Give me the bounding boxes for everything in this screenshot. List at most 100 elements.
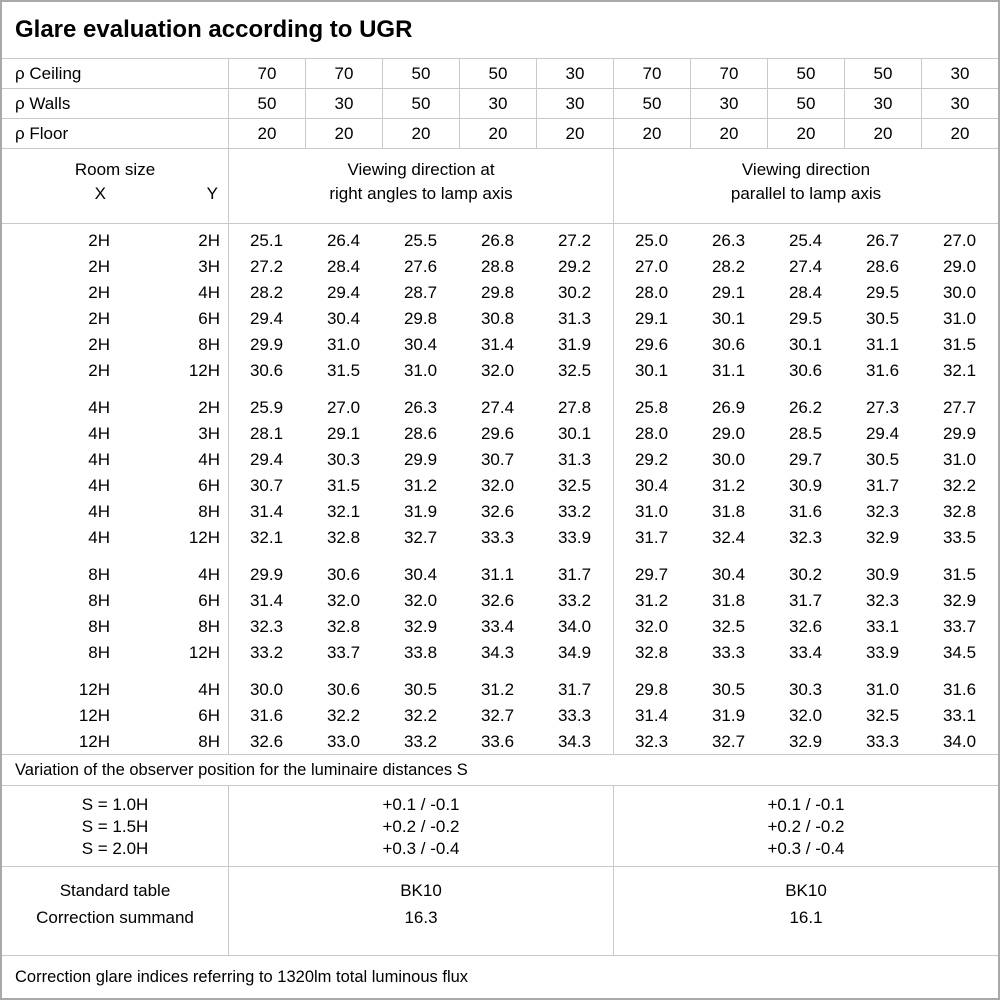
ugr-value: 28.0 (634, 424, 669, 443)
standard-value: BK10 (400, 881, 442, 900)
ugr-value: 31.2 (711, 476, 746, 495)
reflectance-value: 50 (228, 89, 305, 118)
reflectance-value: 30 (921, 89, 998, 118)
ugr-row: 12H 8H 32.6 33.0 33.2 33.6 34.3 32.3 32.7 32.9 33.… (2, 729, 998, 755)
room-size-x: 12H (78, 732, 110, 751)
ugr-value: 28.7 (403, 283, 438, 302)
reflectance-row: ρ Floor 20 20 20 20 20 20 20 20 20 20 (2, 119, 998, 149)
ugr-value: 32.3 (249, 617, 284, 636)
room-size-pair: 2H 4H (2, 283, 228, 303)
ugr-value: 30.4 (403, 335, 438, 354)
ugr-value: 29.9 (249, 335, 284, 354)
ugr-value: 30.6 (788, 361, 823, 380)
room-size-y: 3H (198, 257, 220, 276)
room-size-y: 2H (198, 231, 220, 250)
ugr-value: 31.7 (865, 476, 900, 495)
ugr-value: 30.9 (865, 565, 900, 584)
ugr-value: 32.0 (403, 591, 438, 610)
ugr-value: 32.2 (326, 706, 361, 725)
room-size-y: 8H (198, 617, 220, 636)
room-size-x: 8H (88, 591, 110, 610)
room-size-y: 3H (198, 424, 220, 443)
reflectance-value: 30 (536, 59, 613, 88)
ugr-value: 27.4 (480, 398, 515, 417)
ugr-value: 26.4 (326, 231, 361, 250)
ugr-value: 33.1 (865, 617, 900, 636)
ugr-value: 30.4 (634, 476, 669, 495)
room-size-x: 8H (88, 617, 110, 636)
room-size-pair: 12H 6H (2, 706, 228, 726)
room-size-pair: 12H 8H (2, 732, 228, 752)
footer-note: Correction glare indices referring to 13… (15, 967, 469, 986)
column-group-header: Room size X Y Viewing direction at right… (2, 149, 998, 224)
ugr-value: 34.3 (557, 732, 592, 751)
ugr-value: 29.1 (634, 309, 669, 328)
reflectance-value: 20 (459, 119, 536, 148)
standard-value: 16.3 (404, 908, 438, 927)
ugr-row: 4H 3H 28.1 29.1 28.6 29.6 30.1 28.0 29.0 28.5 29.4… (2, 421, 998, 447)
room-size-pair: 2H 12H (2, 361, 228, 381)
ugr-value: 32.8 (326, 617, 361, 636)
standard-values-right-angles: BK10 16.3 (228, 867, 613, 955)
ugr-value: 30.4 (326, 309, 361, 328)
room-size-label: Room size (74, 160, 156, 179)
ugr-value: 32.3 (634, 732, 669, 751)
ugr-value: 31.7 (557, 565, 592, 584)
variation-note: Variation of the observer position for t… (15, 760, 468, 779)
ugr-value: 34.3 (480, 643, 515, 662)
ugr-value: 32.7 (480, 706, 515, 725)
room-size-x: 4H (88, 502, 110, 521)
ugr-value: 29.7 (788, 450, 823, 469)
ugr-value: 34.5 (942, 643, 977, 662)
room-size-x: 8H (88, 643, 110, 662)
ugr-row: 8H 12H 33.2 33.7 33.8 34.3 34.9 32.8 33.3 33.4 33.… (2, 640, 998, 666)
ugr-value: 33.9 (865, 643, 900, 662)
ugr-value: 29.0 (711, 424, 746, 443)
ugr-value: 27.0 (942, 231, 977, 250)
ugr-value: 32.0 (634, 617, 669, 636)
ugr-row: 8H 6H 31.4 32.0 32.0 32.6 33.2 31.2 31.8 31.7 32.3… (2, 588, 998, 614)
ugr-value: 30.0 (249, 680, 284, 699)
reflectance-value: 30 (305, 89, 382, 118)
spacing-values-right-angles: +0.1 / -0.1 +0.2 / -0.2 +0.3 / -0.4 (228, 786, 613, 866)
ugr-value: 33.7 (942, 617, 977, 636)
room-size-pair: 4H 12H (2, 528, 228, 548)
room-size-y: 8H (198, 732, 220, 751)
room-size-y: 6H (198, 476, 220, 495)
ugr-row: 2H 8H 29.9 31.0 30.4 31.4 31.9 29.6 30.6 30.1 31.1… (2, 332, 998, 358)
ugr-value: 30.9 (788, 476, 823, 495)
room-size-pair: 2H 8H (2, 335, 228, 355)
reflectance-value: 20 (613, 119, 690, 148)
ugr-value: 29.2 (634, 450, 669, 469)
ugr-value: 32.0 (326, 591, 361, 610)
ugr-value: 30.0 (942, 283, 977, 302)
ugr-value: 33.0 (326, 732, 361, 751)
ugr-value: 29.1 (711, 283, 746, 302)
ugr-row: 4H 6H 30.7 31.5 31.2 32.0 32.5 30.4 31.2 30.9 31.7… (2, 473, 998, 499)
reflectance-section: ρ Ceiling 70 70 50 50 30 70 70 50 50 30 ρ Walls 50 30… (2, 59, 998, 149)
reflectance-value: 20 (536, 119, 613, 148)
ugr-value: 27.0 (634, 257, 669, 276)
ugr-value: 31.0 (942, 309, 977, 328)
reflectance-label: ρ Floor (15, 123, 69, 143)
reflectance-value: 50 (767, 89, 844, 118)
ugr-value: 31.7 (557, 680, 592, 699)
ugr-value: 32.8 (942, 502, 977, 521)
ugr-value: 32.9 (942, 591, 977, 610)
room-size-x: 4H (88, 450, 110, 469)
header-line: Viewing direction at (347, 160, 495, 179)
ugr-value: 32.8 (634, 643, 669, 662)
ugr-value: 26.8 (480, 231, 515, 250)
ugr-value: 28.6 (865, 257, 900, 276)
room-size-x: 2H (88, 309, 110, 328)
room-size-y: 4H (198, 283, 220, 302)
reflectance-value: 30 (536, 89, 613, 118)
room-size-x: 2H (88, 335, 110, 354)
ugr-value: 29.8 (403, 309, 438, 328)
room-size-pair: 8H 12H (2, 643, 228, 663)
ugr-value: 30.6 (711, 335, 746, 354)
reflectance-value: 50 (613, 89, 690, 118)
ugr-value: 27.2 (557, 231, 592, 250)
spacing-labels: S = 1.0H S = 1.5H S = 2.0H (2, 786, 228, 866)
